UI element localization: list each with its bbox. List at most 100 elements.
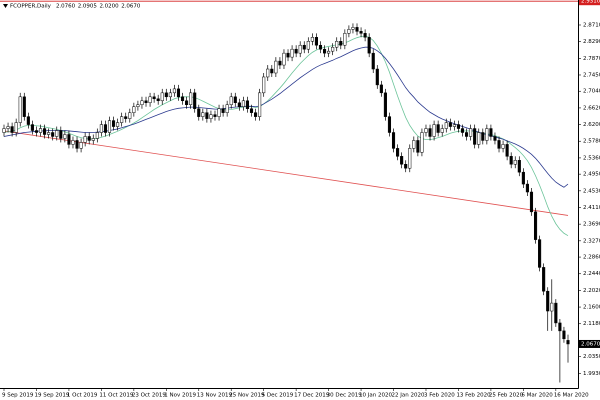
candle-body <box>290 48 294 58</box>
last-price-box <box>579 339 600 348</box>
y-tick-label: 2.2860 <box>583 255 600 261</box>
candle-body <box>30 124 34 131</box>
candle-body <box>132 106 136 113</box>
candle-body <box>59 130 63 139</box>
y-tick-label: 2.8290 <box>583 39 600 45</box>
candle-body <box>387 116 392 133</box>
hline-price-label: 2.9310 <box>581 0 600 5</box>
candle-body <box>274 60 278 74</box>
candle-body <box>180 96 185 102</box>
candle-body <box>335 41 339 48</box>
candle-body <box>116 122 120 127</box>
y-tick-label: 2.8710 <box>583 22 600 28</box>
candle-body <box>371 52 375 70</box>
x-tick-label: 5 Dec 2019 <box>262 393 294 399</box>
candle-body <box>562 330 566 340</box>
candle-body <box>79 142 83 149</box>
y-tick-label: 2.1180 <box>583 321 600 327</box>
candle-body <box>6 126 10 129</box>
candle-body <box>404 163 408 169</box>
candle-body <box>339 41 343 46</box>
candle-body <box>63 134 67 139</box>
x-tick-label: 13 Feb 2020 <box>456 393 491 399</box>
candle-body <box>144 100 148 104</box>
candle-body <box>327 50 331 54</box>
candle-body <box>266 68 270 78</box>
candle-body <box>432 124 436 137</box>
candle-body <box>10 126 14 133</box>
candle-body <box>533 211 538 240</box>
candle-body <box>501 144 505 149</box>
x-tick-label: 6 Mar 2020 <box>521 393 553 399</box>
y-tick-label: 2.5360 <box>583 155 600 161</box>
candle-body <box>497 140 501 149</box>
collapse-icon <box>3 4 8 8</box>
candle-body <box>201 112 205 117</box>
y-tick-label: 2.4950 <box>583 172 600 178</box>
y-tick-label: 2.5780 <box>583 139 600 145</box>
x-tick-label: 16 Mar 2020 <box>554 393 589 399</box>
candle-body <box>213 114 217 117</box>
candle-body <box>460 128 465 133</box>
candle-body <box>375 68 379 86</box>
header-value: 2.0200 <box>99 4 119 10</box>
candle-body <box>428 128 432 137</box>
candle-body <box>314 37 318 46</box>
x-tick-label: 11 Oct 2019 <box>99 393 134 399</box>
y-tick-label: 2.2020 <box>583 288 600 294</box>
candle-body <box>525 183 529 193</box>
y-tick-label: 2.6620 <box>583 105 600 111</box>
candle-body <box>521 171 525 185</box>
candle-body <box>465 132 469 137</box>
candle-body <box>189 92 193 105</box>
candle-body <box>513 160 517 165</box>
x-tick-label: 22 Jan 2020 <box>392 393 425 399</box>
candle-body <box>363 33 367 38</box>
last-price-label: 2.0670 <box>581 341 600 347</box>
candle-body <box>509 156 513 165</box>
candle-body <box>529 191 534 213</box>
candle-body <box>83 136 87 143</box>
candle-body <box>47 132 51 135</box>
candle-body <box>379 84 383 94</box>
candle-body <box>310 37 314 42</box>
candle-body <box>197 108 201 117</box>
candle-body <box>38 128 43 133</box>
symbol: FCOPPER,Daily <box>10 4 52 10</box>
candle-body <box>87 136 91 141</box>
candle-body <box>241 100 245 107</box>
x-tick-label: 1 Oct 2019 <box>67 393 98 399</box>
x-tick-label: 17 Dec 2019 <box>294 393 330 399</box>
candle-body <box>469 128 473 137</box>
trend-line <box>3 130 569 216</box>
candle-body <box>542 267 546 292</box>
candle-body <box>71 140 75 145</box>
x-tick-label: 3 Feb 2020 <box>424 393 455 399</box>
x-tick-label: 25 Nov 2019 <box>229 393 265 399</box>
y-tick-label: 2.2440 <box>583 271 600 277</box>
candle-body <box>448 122 452 127</box>
candle-body <box>359 31 363 34</box>
candle-body <box>278 60 282 66</box>
candle-body <box>128 112 132 119</box>
candle-body <box>185 100 189 105</box>
candle-body <box>221 108 225 113</box>
candle-body <box>120 116 124 123</box>
candle-body <box>420 132 424 153</box>
candle-body <box>566 340 570 345</box>
candle-body <box>140 100 144 105</box>
x-tick-label: 19 Sep 2019 <box>34 393 69 399</box>
candle-body <box>391 132 396 149</box>
candle-body <box>538 239 542 268</box>
candle-body <box>481 132 485 141</box>
candle-body <box>99 124 103 133</box>
candle-body <box>124 116 128 119</box>
candle-body <box>298 44 302 54</box>
candle-body <box>505 144 509 157</box>
candle-body <box>493 136 497 141</box>
x-tick-label: 25 Feb 2020 <box>489 393 524 399</box>
header-value: 2.0905 <box>78 4 98 10</box>
candle-body <box>172 88 176 94</box>
candle-body <box>351 27 355 30</box>
candle-body <box>408 148 412 169</box>
